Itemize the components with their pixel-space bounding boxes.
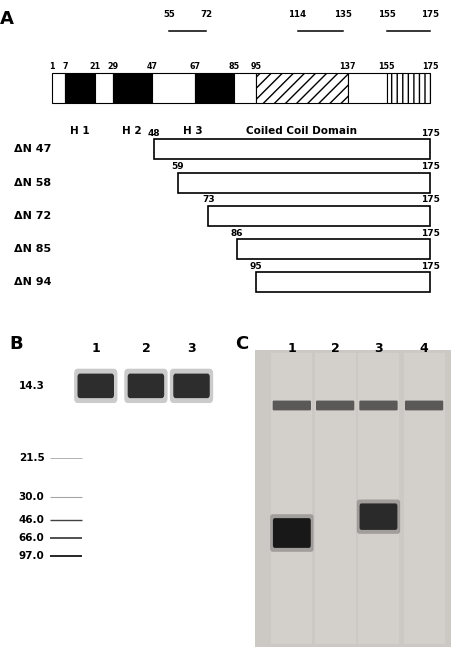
Text: B: B [9,335,23,353]
FancyBboxPatch shape [314,353,355,644]
Text: 4: 4 [419,341,428,354]
Text: H 3: H 3 [183,126,202,137]
FancyBboxPatch shape [77,373,114,398]
FancyBboxPatch shape [112,73,152,103]
FancyBboxPatch shape [236,239,430,259]
Text: 2: 2 [330,341,339,354]
FancyBboxPatch shape [357,353,398,644]
FancyBboxPatch shape [315,400,354,411]
Text: ΔN 72: ΔN 72 [14,211,51,221]
Text: 175: 175 [421,62,438,71]
Text: 66.0: 66.0 [19,533,45,543]
FancyBboxPatch shape [386,73,430,103]
Text: 55: 55 [163,10,175,19]
Text: 175: 175 [420,196,439,204]
Text: 175: 175 [420,129,439,138]
FancyBboxPatch shape [269,514,313,552]
Text: 86: 86 [230,228,243,237]
Text: ΔN 85: ΔN 85 [14,244,51,254]
FancyBboxPatch shape [256,272,430,292]
Text: 1: 1 [287,341,296,354]
FancyBboxPatch shape [404,400,442,411]
Text: 21: 21 [90,62,101,71]
Text: 72: 72 [200,10,212,19]
Text: 47: 47 [146,62,157,71]
Text: A: A [0,10,14,27]
Text: 2: 2 [141,341,150,354]
Bar [255,350,450,647]
Text: 14.3: 14.3 [19,381,45,391]
FancyBboxPatch shape [74,369,117,403]
FancyBboxPatch shape [403,353,444,644]
FancyBboxPatch shape [272,518,310,548]
Text: C: C [234,335,248,353]
Text: H 1: H 1 [70,126,90,137]
Text: 21.5: 21.5 [19,453,45,463]
Text: ΔN 94: ΔN 94 [14,277,51,287]
Text: 85: 85 [228,62,239,71]
Text: 97.0: 97.0 [19,551,45,561]
Text: 175: 175 [420,262,439,271]
FancyBboxPatch shape [256,73,347,103]
Text: 175: 175 [420,10,438,19]
Text: 73: 73 [202,196,214,204]
FancyBboxPatch shape [356,500,399,534]
FancyBboxPatch shape [234,73,256,103]
Text: 155: 155 [377,10,395,19]
Text: 95: 95 [250,62,261,71]
Text: 59: 59 [171,162,184,171]
Text: 3: 3 [374,341,382,354]
FancyBboxPatch shape [152,73,195,103]
Text: 48: 48 [147,129,160,138]
FancyBboxPatch shape [154,139,430,160]
Text: 95: 95 [249,262,262,271]
FancyBboxPatch shape [272,400,310,411]
Text: 7: 7 [62,62,67,71]
FancyBboxPatch shape [208,206,430,226]
Text: 1: 1 [91,341,100,354]
FancyBboxPatch shape [359,400,397,411]
Text: Coiled Coil Domain: Coiled Coil Domain [246,126,357,137]
FancyBboxPatch shape [271,353,312,644]
FancyBboxPatch shape [173,373,209,398]
FancyBboxPatch shape [195,73,234,103]
FancyBboxPatch shape [127,373,164,398]
Text: 30.0: 30.0 [19,492,45,502]
FancyBboxPatch shape [124,369,167,403]
Text: 175: 175 [420,162,439,171]
Text: H 2: H 2 [122,126,142,137]
FancyBboxPatch shape [65,73,95,103]
Text: 135: 135 [334,10,351,19]
FancyBboxPatch shape [51,73,65,103]
FancyBboxPatch shape [169,369,213,403]
Text: 3: 3 [187,341,195,354]
Text: 137: 137 [339,62,355,71]
Text: 46.0: 46.0 [19,515,45,525]
Text: 175: 175 [420,228,439,237]
Text: 29: 29 [107,62,118,71]
Text: ΔN 47: ΔN 47 [14,145,51,154]
Text: 1: 1 [49,62,54,71]
FancyBboxPatch shape [347,73,386,103]
Text: ΔN 58: ΔN 58 [14,178,51,188]
Text: 114: 114 [288,10,306,19]
FancyBboxPatch shape [95,73,112,103]
FancyBboxPatch shape [359,504,397,530]
FancyBboxPatch shape [177,173,430,193]
Text: 67: 67 [189,62,200,71]
Text: 155: 155 [378,62,394,71]
